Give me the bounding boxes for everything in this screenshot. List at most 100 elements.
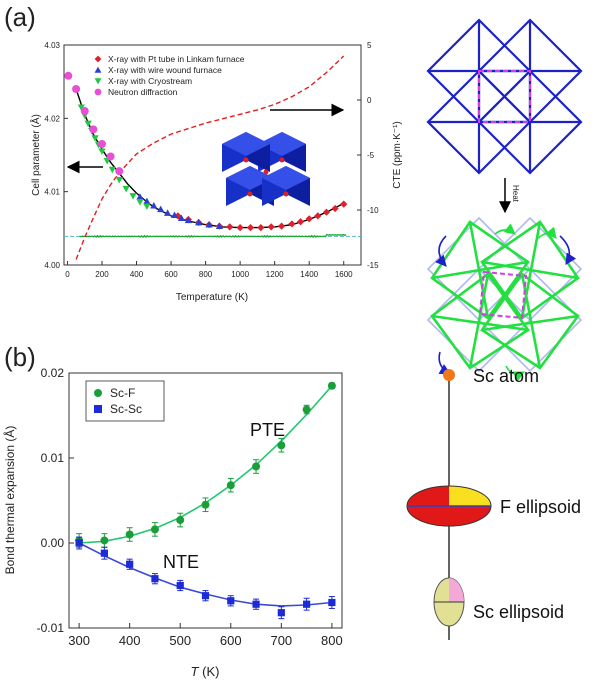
data-point — [205, 221, 213, 228]
cte-data-trace — [79, 233, 347, 239]
data-point — [164, 209, 172, 216]
data-point — [277, 441, 286, 450]
chart-a: 0 200 400 600 800 1000 1200 1400 1600 4.00 4.01 4.0… — [29, 41, 403, 303]
y-tick-label: 0.00 — [41, 536, 65, 550]
data-point — [227, 597, 235, 605]
data-point — [106, 152, 115, 161]
x-tick-label: 1400 — [300, 270, 318, 279]
data-point — [143, 197, 151, 205]
x-tick-label: 800 — [321, 633, 343, 648]
chart-b-legend: Sc-F Sc-Sc — [85, 380, 165, 422]
data-point — [170, 211, 179, 219]
data-point — [277, 222, 286, 230]
data-point — [97, 140, 106, 148]
chart-a-lines — [64, 55, 361, 260]
data-point — [89, 125, 98, 134]
data-point — [125, 530, 134, 539]
x-tick-label: 400 — [130, 270, 144, 279]
data-point — [201, 592, 210, 600]
data-point — [252, 462, 261, 471]
data-point — [302, 405, 311, 414]
legend-label: Sc-F — [110, 386, 135, 400]
data-point — [303, 600, 311, 608]
y-tick-label: 4.03 — [44, 41, 60, 50]
pte-annotation: PTE — [250, 420, 285, 440]
y2-tick-label: -5 — [367, 151, 375, 160]
rotation-arrow-green-icon — [494, 223, 516, 235]
x-tick-label: 0 — [65, 270, 70, 279]
data-point — [184, 216, 192, 224]
data-point — [108, 166, 116, 174]
data-point — [115, 167, 124, 176]
chart-b-xlabel-unit: (K) — [199, 664, 220, 679]
chart-a-points — [64, 71, 348, 232]
dashed-cell-icon — [478, 70, 531, 123]
rotation-arrow-blue-icon — [435, 235, 447, 267]
data-point — [72, 85, 81, 93]
unrotated-framework-icon — [426, 18, 583, 175]
y-tick-label: 0.01 — [41, 451, 65, 465]
y2-tick-label: -10 — [367, 206, 379, 215]
data-point — [331, 204, 339, 213]
legend-marker — [94, 405, 102, 413]
chart-b-points — [75, 381, 336, 620]
f-ellipsoid-label: F ellipsoid — [500, 497, 581, 517]
chart-a-y2label: CTE (ppm·K⁻¹) — [392, 121, 403, 189]
data-point — [288, 220, 296, 228]
sc-ellipsoid-label: Sc ellipsoid — [473, 602, 564, 622]
data-point — [136, 199, 144, 206]
data-point — [122, 185, 130, 193]
data-point — [236, 224, 244, 232]
data-point — [246, 224, 255, 232]
y2-tick-label: -15 — [367, 261, 379, 270]
perovskite-diagram: Heat — [426, 18, 583, 382]
rotation-arrow-blue-icon — [559, 235, 577, 265]
x-tick-label: 1600 — [335, 270, 353, 279]
chart-a-ylabel: Cell parameter (Å) — [29, 114, 42, 196]
x-tick-label: 500 — [169, 633, 191, 648]
chart-b-ticks: 300 400 500 600 700 800 -0.01 0.00 0.01 0.02 — [37, 366, 343, 648]
y-tick-label: 4.02 — [44, 114, 60, 123]
data-point — [143, 203, 151, 210]
data-point — [176, 581, 184, 590]
chart-b-frame — [68, 372, 343, 629]
x-tick-label: 1200 — [266, 270, 284, 279]
x-tick-label: 300 — [68, 633, 90, 648]
data-point — [195, 218, 203, 226]
y-tick-label: 4.00 — [44, 261, 60, 270]
data-point — [327, 381, 336, 390]
y-tick-label: -0.01 — [37, 621, 65, 635]
x-tick-label: 1000 — [231, 270, 249, 279]
data-point — [98, 148, 106, 155]
data-point — [84, 120, 92, 128]
y2-tick-label: 0 — [367, 96, 372, 105]
legend-label: Sc-Sc — [110, 402, 142, 416]
data-point — [226, 481, 235, 490]
data-point — [305, 215, 313, 223]
data-point — [226, 223, 234, 231]
ellipsoid-diagram: Sc atom F ellipsoid Sc ellipsoid — [406, 366, 581, 640]
rotation-arrow-green-icon — [505, 365, 526, 382]
nte-annotation: NTE — [163, 552, 199, 572]
fit-curve — [75, 88, 345, 229]
cte-curve — [75, 55, 345, 260]
panel-label-a: (a) — [4, 2, 36, 32]
rotated-framework-icon — [430, 220, 580, 370]
y2-tick-label: 5 — [367, 41, 372, 50]
data-point — [115, 177, 123, 184]
chart-b-xlabel: T (K) — [191, 664, 220, 679]
data-point — [267, 223, 275, 231]
octahedra-inset-icon — [222, 132, 310, 206]
data-point — [314, 212, 322, 220]
data-point — [100, 549, 108, 557]
data-point — [328, 598, 336, 607]
data-point — [150, 525, 159, 534]
legend-marker — [94, 389, 102, 397]
x-tick-label: 600 — [220, 633, 242, 648]
heat-label: Heat — [511, 185, 520, 203]
legend-label: X-ray with Cryostream — [108, 76, 192, 86]
x-tick-label: 600 — [164, 270, 178, 279]
panel-label-b: (b) — [4, 342, 36, 372]
legend-marker — [94, 66, 102, 73]
